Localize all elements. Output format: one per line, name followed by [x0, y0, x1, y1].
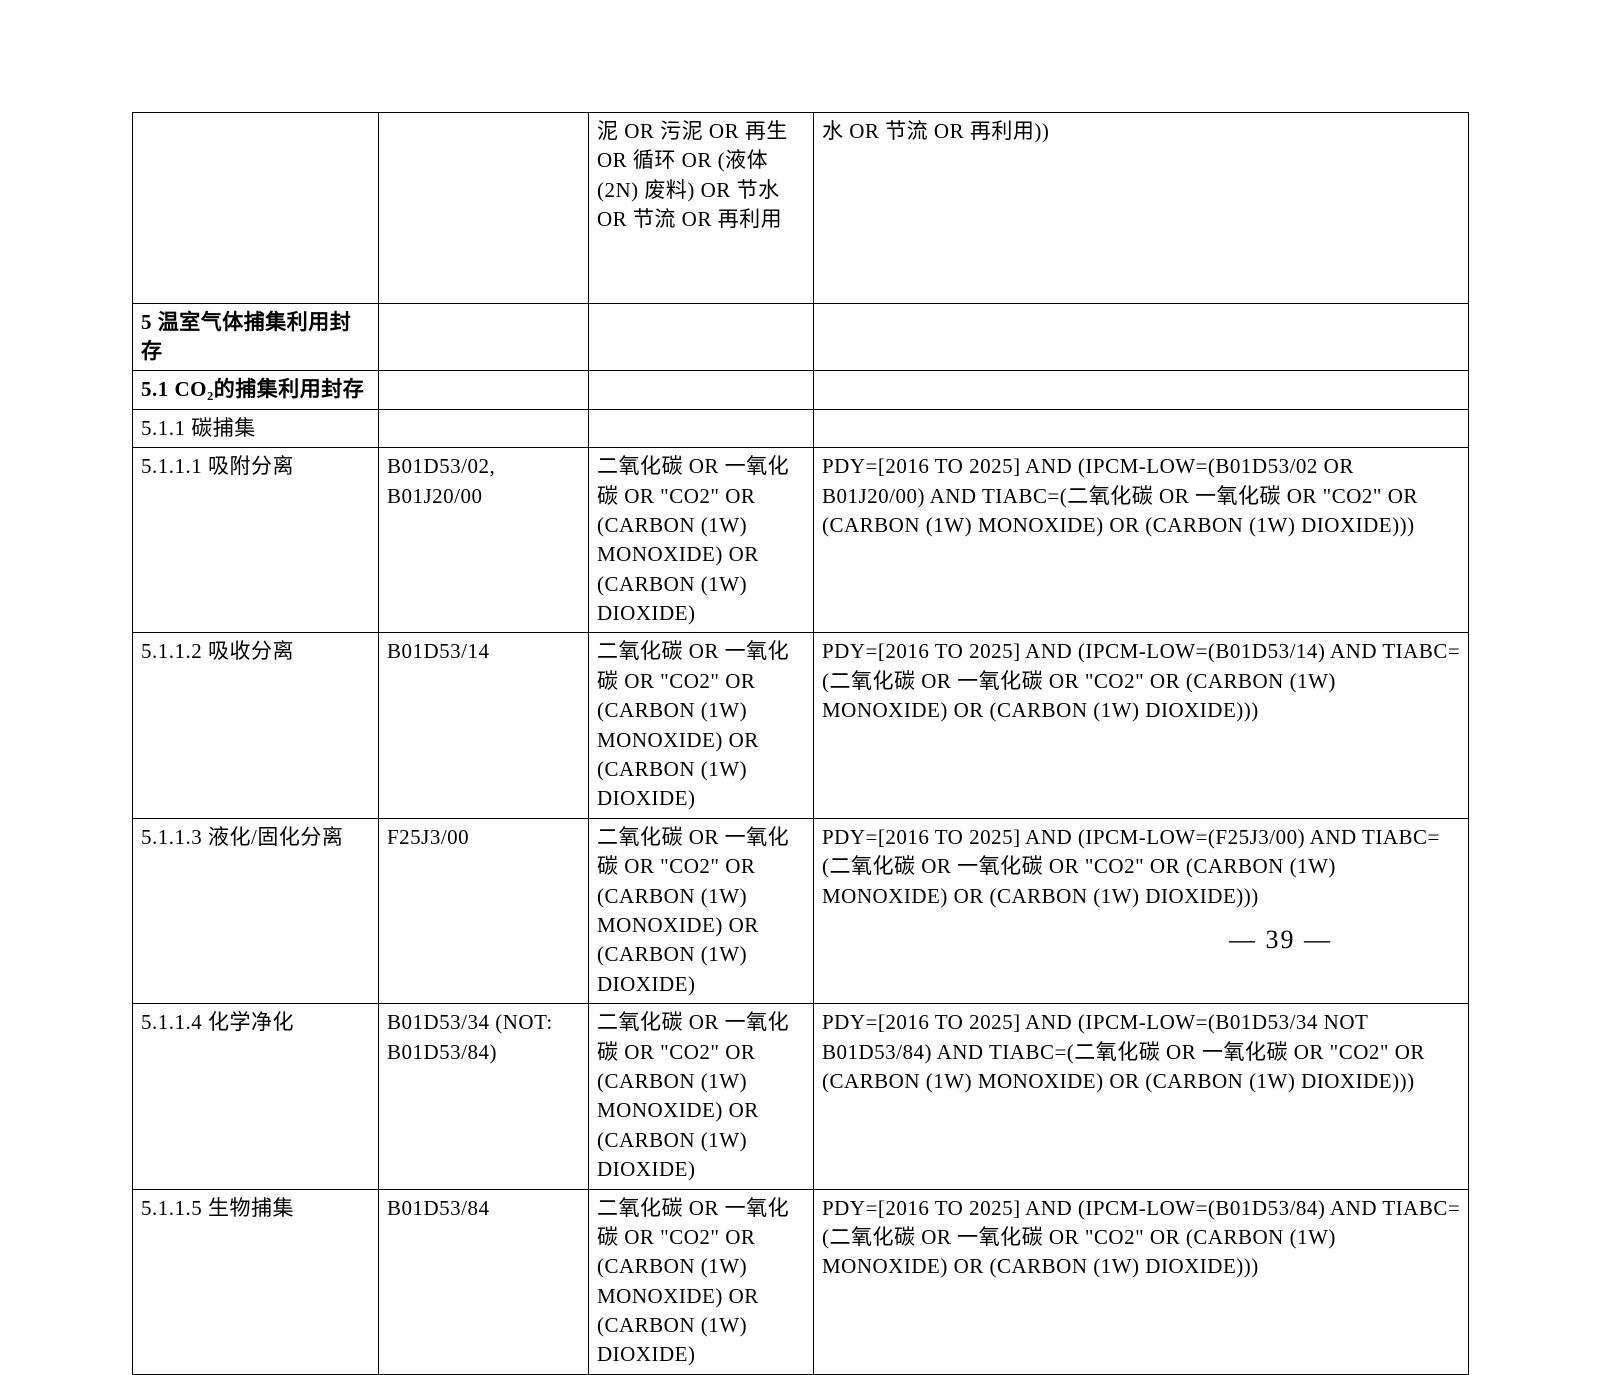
- table-cell: [379, 371, 589, 409]
- table-cell: PDY=[2016 TO 2025] AND (IPCM-LOW=(B01D53…: [814, 1189, 1469, 1374]
- table-cell: [133, 113, 379, 304]
- table-cell: PDY=[2016 TO 2025] AND (IPCM-LOW=(B01D53…: [814, 1004, 1469, 1189]
- page: 泥 OR 污泥 OR 再生 OR 循环 OR (液体 (2N) 废料) OR 节…: [132, 112, 1468, 1375]
- table-cell: 水 OR 节流 OR 再利用)): [814, 113, 1469, 304]
- table-cell: [589, 371, 814, 409]
- table-cell: [589, 303, 814, 371]
- table-cell: [814, 303, 1469, 371]
- table-row: 5.1.1.5 生物捕集B01D53/84二氧化碳 OR 一氧化碳 OR "CO…: [133, 1189, 1469, 1374]
- table-cell: PDY=[2016 TO 2025] AND (IPCM-LOW=(B01D53…: [814, 448, 1469, 633]
- table-cell: [379, 113, 589, 304]
- table-cell: 5.1.1.2 吸收分离: [133, 633, 379, 818]
- table-row: 5.1.1.3 液化/固化分离F25J3/00二氧化碳 OR 一氧化碳 OR "…: [133, 818, 1469, 1003]
- ipc-table: 泥 OR 污泥 OR 再生 OR 循环 OR (液体 (2N) 废料) OR 节…: [132, 112, 1469, 1375]
- table-row: 5 温室气体捕集利用封存: [133, 303, 1469, 371]
- table-cell: F25J3/00: [379, 818, 589, 1003]
- table-cell: PDY=[2016 TO 2025] AND (IPCM-LOW=(B01D53…: [814, 633, 1469, 818]
- table-cell: B01D53/34 (NOT: B01D53/84): [379, 1004, 589, 1189]
- table-row: 5.1.1 碳捕集: [133, 409, 1469, 447]
- table-cell: 5.1.1.4 化学净化: [133, 1004, 379, 1189]
- table-cell: 二氧化碳 OR 一氧化碳 OR "CO2" OR (CARBON (1W) MO…: [589, 818, 814, 1003]
- table-row: 5.1 CO₂的捕集利用封存: [133, 371, 1469, 409]
- table-cell: PDY=[2016 TO 2025] AND (IPCM-LOW=(F25J3/…: [814, 818, 1469, 1003]
- page-number: — 39 —: [1229, 922, 1332, 958]
- table-cell: [589, 409, 814, 447]
- table-cell: B01D53/14: [379, 633, 589, 818]
- table-body: 泥 OR 污泥 OR 再生 OR 循环 OR (液体 (2N) 废料) OR 节…: [133, 113, 1469, 1375]
- table-cell: [379, 303, 589, 371]
- table-row: 5.1.1.2 吸收分离B01D53/14二氧化碳 OR 一氧化碳 OR "CO…: [133, 633, 1469, 818]
- table-cell: 5.1.1 碳捕集: [133, 409, 379, 447]
- table-cell: 二氧化碳 OR 一氧化碳 OR "CO2" OR (CARBON (1W) MO…: [589, 1004, 814, 1189]
- table-cell: 泥 OR 污泥 OR 再生 OR 循环 OR (液体 (2N) 废料) OR 节…: [589, 113, 814, 304]
- table-cell: 二氧化碳 OR 一氧化碳 OR "CO2" OR (CARBON (1W) MO…: [589, 448, 814, 633]
- table-cell: 5 温室气体捕集利用封存: [133, 303, 379, 371]
- table-cell: 二氧化碳 OR 一氧化碳 OR "CO2" OR (CARBON (1W) MO…: [589, 1189, 814, 1374]
- table-cell: 5.1.1.1 吸附分离: [133, 448, 379, 633]
- table-cell: 二氧化碳 OR 一氧化碳 OR "CO2" OR (CARBON (1W) MO…: [589, 633, 814, 818]
- table-cell: [814, 409, 1469, 447]
- table-cell: [814, 371, 1469, 409]
- table-cell: 5.1.1.3 液化/固化分离: [133, 818, 379, 1003]
- table-cell: B01D53/02, B01J20/00: [379, 448, 589, 633]
- table-row: 泥 OR 污泥 OR 再生 OR 循环 OR (液体 (2N) 废料) OR 节…: [133, 113, 1469, 304]
- table-row: 5.1.1.4 化学净化B01D53/34 (NOT: B01D53/84)二氧…: [133, 1004, 1469, 1189]
- table-cell: 5.1 CO₂的捕集利用封存: [133, 371, 379, 409]
- table-cell: 5.1.1.5 生物捕集: [133, 1189, 379, 1374]
- table-cell: [379, 409, 589, 447]
- table-cell: B01D53/84: [379, 1189, 589, 1374]
- table-row: 5.1.1.1 吸附分离B01D53/02, B01J20/00二氧化碳 OR …: [133, 448, 1469, 633]
